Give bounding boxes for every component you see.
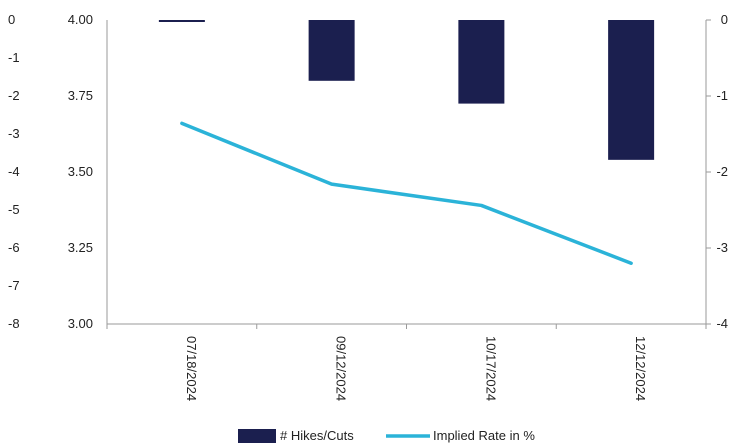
legend-swatch-bar bbox=[238, 429, 276, 443]
right-y-axis: 0 -1 -2 -3 -4 bbox=[705, 12, 728, 331]
left-axis-tick-label: 4.00 bbox=[68, 12, 93, 27]
right-axis-tick-label: 0 bbox=[721, 12, 728, 27]
x-axis: 07/18/2024 09/12/2024 10/17/2024 12/12/2024 bbox=[106, 323, 707, 401]
x-axis-tick-label: 07/18/2024 bbox=[184, 336, 199, 401]
outer-axis-tick-label: -4 bbox=[8, 164, 20, 179]
left-axis-tick-label: 3.50 bbox=[68, 164, 93, 179]
bar bbox=[158, 20, 205, 22]
outer-axis-tick-label: -2 bbox=[8, 88, 20, 103]
outer-axis-tick-label: -8 bbox=[8, 316, 20, 331]
series-line bbox=[180, 121, 633, 265]
left-axis-tick-label: 3.75 bbox=[68, 88, 93, 103]
left-axis-tick-label: 3.25 bbox=[68, 240, 93, 255]
x-axis-tick-label: 12/12/2024 bbox=[633, 336, 648, 401]
bar bbox=[458, 20, 505, 104]
legend: # Hikes/Cuts Implied Rate in % bbox=[238, 428, 535, 443]
left-axis-tick-label: 3.00 bbox=[68, 316, 93, 331]
outer-axis-tick-label: -6 bbox=[8, 240, 20, 255]
bar bbox=[608, 20, 655, 160]
outer-axis-tick-label: -7 bbox=[8, 278, 20, 293]
left-y-axis: 4.00 3.75 3.50 3.25 3.00 bbox=[68, 12, 108, 331]
right-axis-tick-label: -2 bbox=[716, 164, 728, 179]
right-axis-tick-label: -3 bbox=[716, 240, 728, 255]
x-axis-tick-label: 09/12/2024 bbox=[334, 336, 349, 401]
right-axis-tick-label: -4 bbox=[716, 316, 728, 331]
outer-axis-tick-label: -3 bbox=[8, 126, 20, 141]
legend-label: Implied Rate in % bbox=[433, 428, 535, 443]
bar bbox=[308, 20, 355, 81]
right-axis-tick-label: -1 bbox=[716, 88, 728, 103]
bar-series bbox=[158, 20, 655, 160]
outer-axis-tick-label: -5 bbox=[8, 202, 20, 217]
outer-left-axis: 0 -1 -2 -3 -4 -5 -6 -7 -8 bbox=[8, 12, 20, 331]
x-axis-tick-label: 10/17/2024 bbox=[483, 336, 498, 401]
outer-axis-tick-label: -1 bbox=[8, 50, 20, 65]
line-series bbox=[180, 121, 633, 265]
legend-label: # Hikes/Cuts bbox=[280, 428, 354, 443]
outer-axis-tick-label: 0 bbox=[8, 12, 15, 27]
